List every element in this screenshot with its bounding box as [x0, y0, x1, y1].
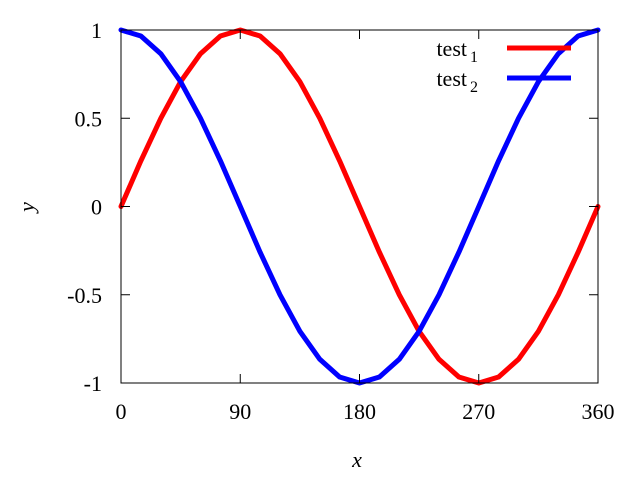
x-tick-label: 0 — [116, 399, 127, 424]
tick-layer: 0 90 180 270 360 1 0.5 0 -0.5 -1 — [67, 18, 614, 424]
series-line-1 — [118, 27, 601, 386]
y-tick-label: -1 — [84, 371, 102, 396]
y-tick-label: -0.5 — [67, 283, 102, 308]
x-tick-label: 270 — [462, 399, 495, 424]
legend-subscript-1: 1 — [470, 49, 478, 66]
legend-label-1: test 1 — [436, 36, 478, 66]
x-tick-label: 180 — [343, 399, 376, 424]
series-layer — [118, 27, 601, 386]
y-tick-label: 0.5 — [75, 106, 103, 131]
legend-subscript-2: 2 — [470, 79, 478, 96]
x-tick-label: 90 — [229, 399, 251, 424]
legend-label-2: test 2 — [436, 66, 478, 96]
x-axis-label: x — [351, 447, 362, 472]
y-axis-label: y — [14, 202, 39, 214]
y-tick-label: 0 — [91, 195, 102, 220]
y-tick-label: 1 — [91, 18, 102, 43]
x-tick-label: 360 — [582, 399, 615, 424]
